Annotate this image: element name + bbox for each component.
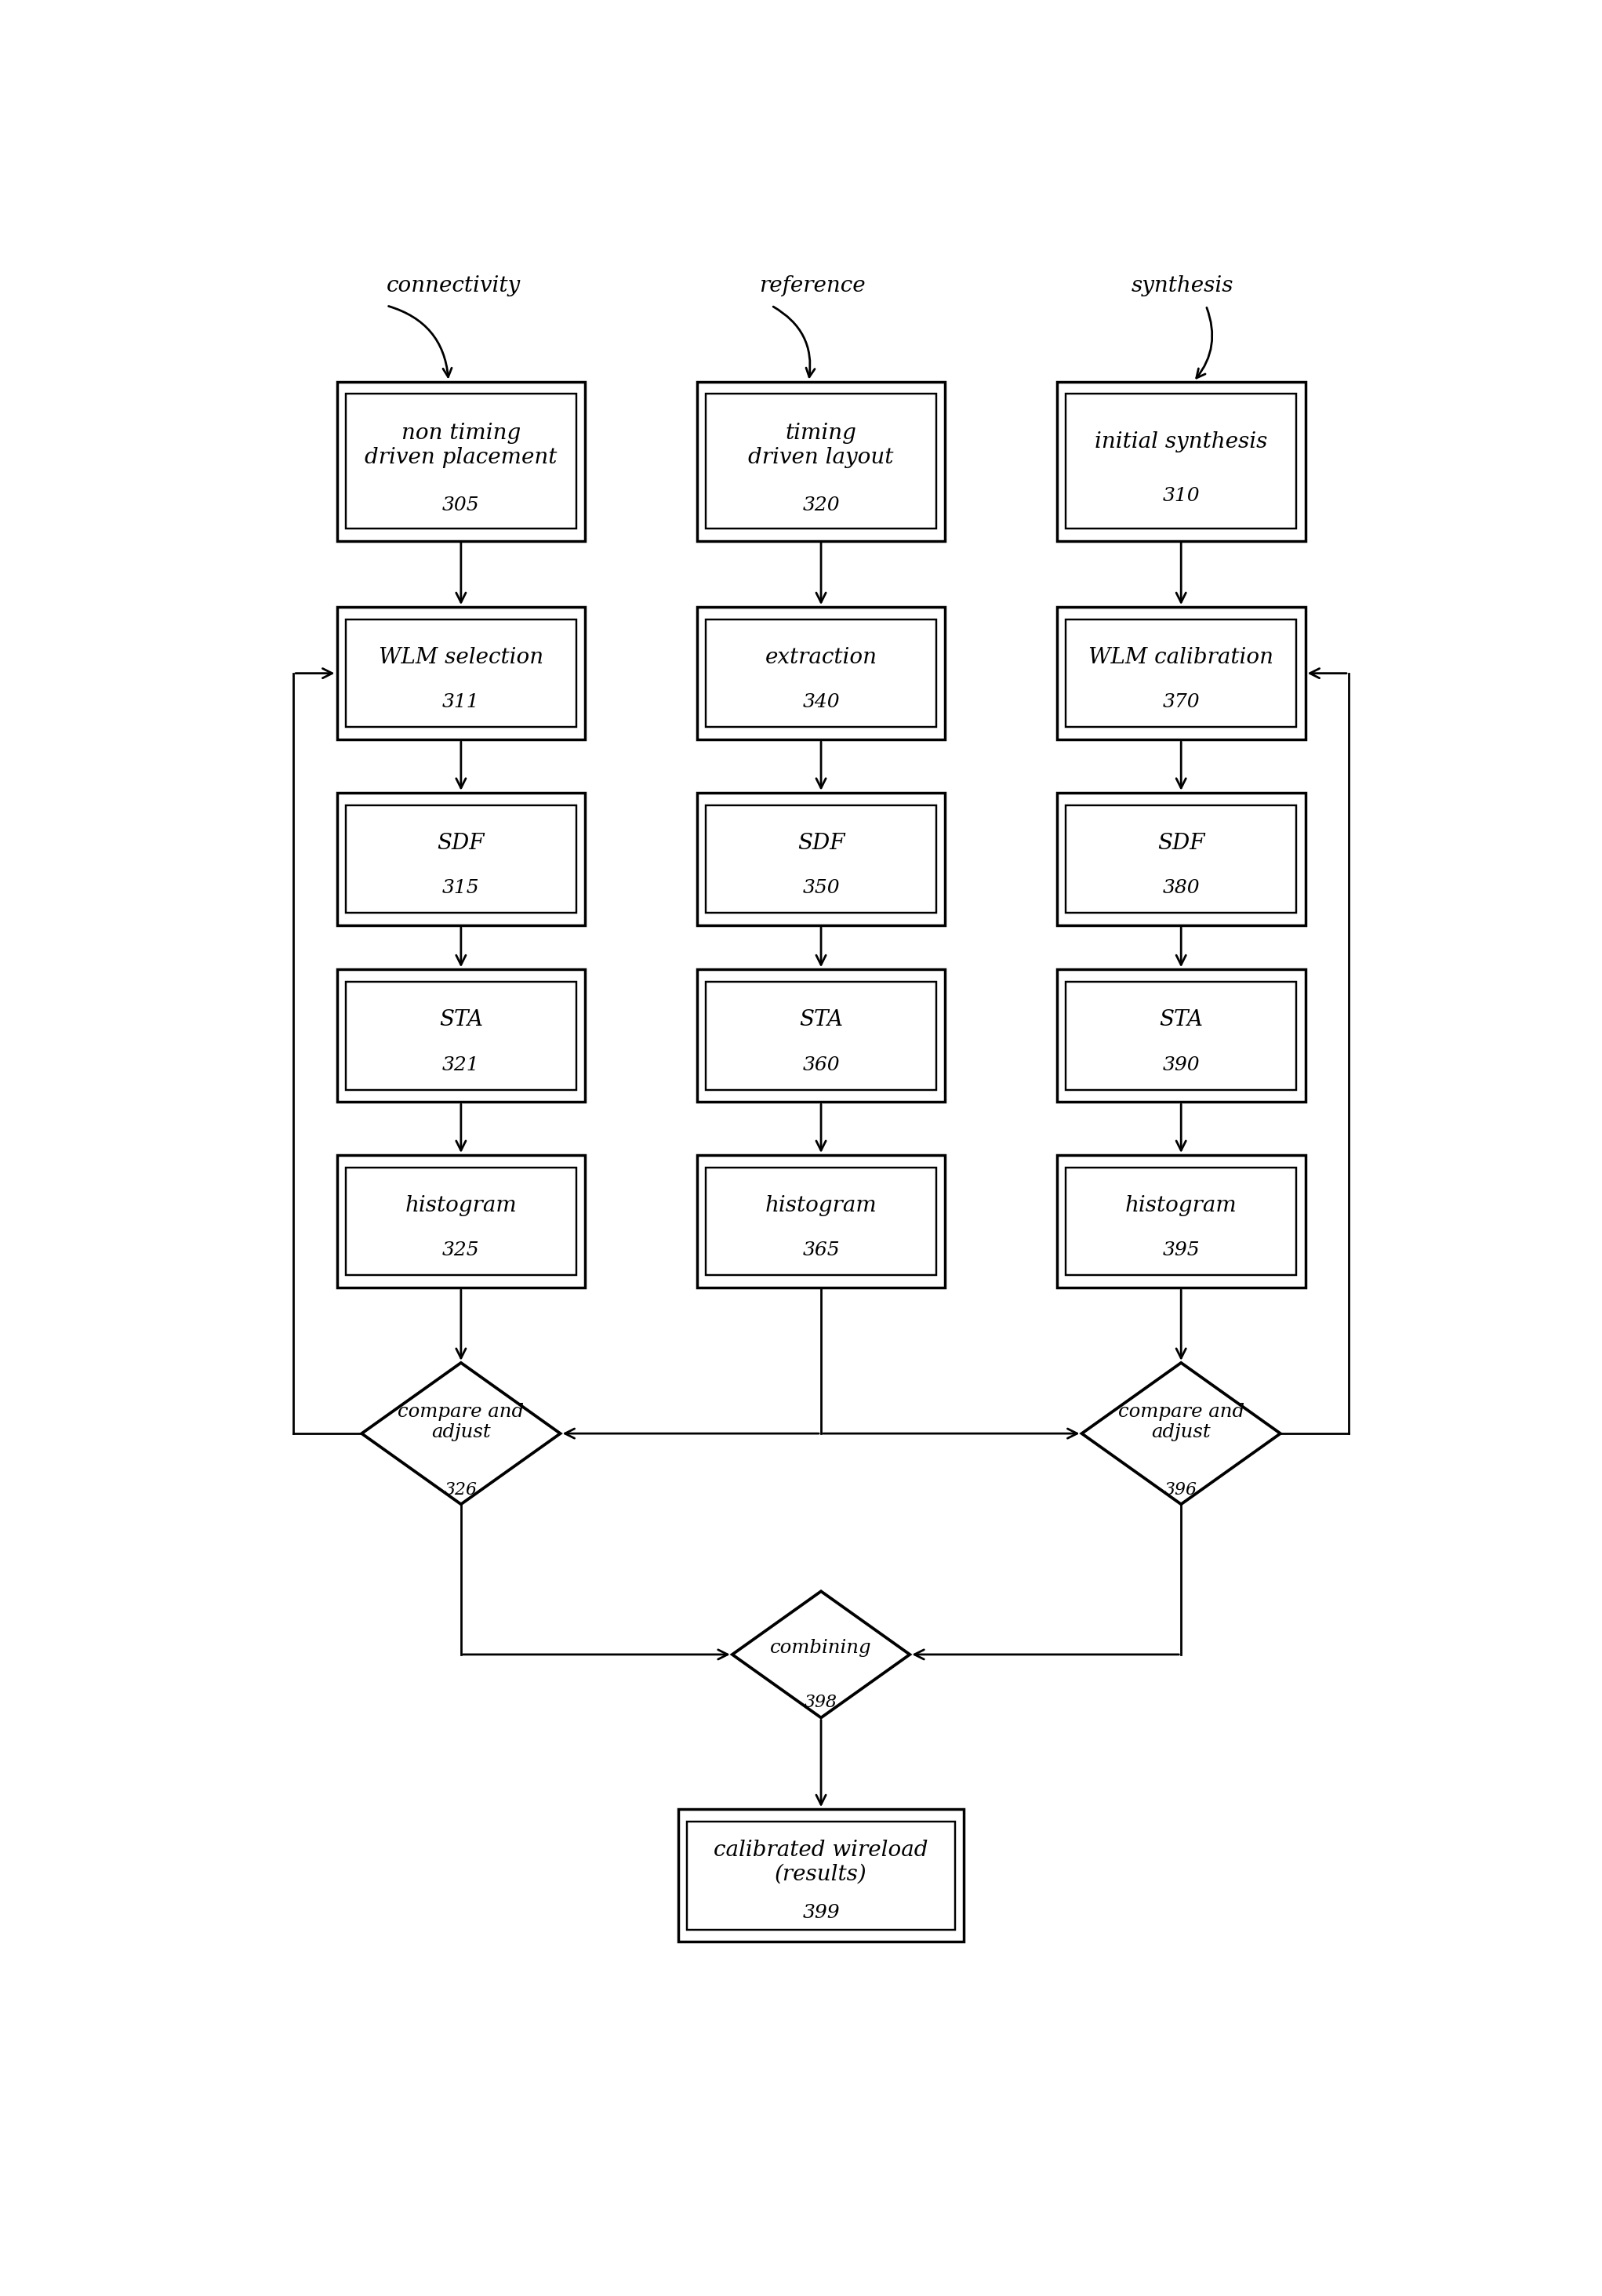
Polygon shape [1081,1364,1280,1504]
Text: compare and
adjust: compare and adjust [1118,1403,1245,1442]
Bar [1057,792,1306,925]
Text: 325: 325 [442,1242,479,1261]
Bar [336,381,585,540]
Text: 321: 321 [442,1056,479,1075]
Bar [336,1155,585,1288]
Text: calibrated wireload
(results): calibrated wireload (results) [714,1839,928,1885]
Text: compare and
adjust: compare and adjust [397,1403,524,1442]
Bar [346,395,577,528]
Bar [1065,395,1296,528]
Text: STA: STA [439,1010,482,1031]
Text: 370: 370 [1163,693,1200,712]
Text: 311: 311 [442,693,479,712]
Bar [346,806,577,914]
Bar [705,983,937,1091]
Text: SDF: SDF [798,833,844,854]
Bar [697,969,945,1102]
Text: WLM calibration: WLM calibration [1088,647,1274,668]
Text: histogram: histogram [1125,1194,1237,1217]
Bar [697,792,945,925]
Text: synthesis: synthesis [1131,276,1234,296]
Text: 326: 326 [444,1481,477,1499]
Text: 399: 399 [803,1903,839,1922]
Text: 315: 315 [442,879,479,898]
Bar [336,606,585,739]
Text: WLM selection: WLM selection [378,647,543,668]
Bar [1057,606,1306,739]
Text: 340: 340 [803,693,839,712]
Bar [1065,1166,1296,1274]
Text: 310: 310 [1163,487,1200,505]
Bar [336,792,585,925]
Text: STA: STA [799,1010,843,1031]
Bar [1057,969,1306,1102]
Bar [1065,620,1296,728]
Bar [1065,806,1296,914]
Bar [697,1155,945,1288]
Text: histogram: histogram [405,1194,517,1217]
Text: non timing
driven placement: non timing driven placement [365,422,557,468]
Bar [705,395,937,528]
Text: 305: 305 [442,496,479,514]
Bar [1057,1155,1306,1288]
Bar [705,806,937,914]
Text: histogram: histogram [766,1194,876,1217]
Bar [687,1821,955,1929]
Polygon shape [732,1591,910,1717]
Text: 320: 320 [803,496,839,514]
Bar [705,620,937,728]
Text: STA: STA [1160,1010,1203,1031]
Polygon shape [362,1364,561,1504]
Text: reference: reference [759,276,865,296]
Bar [1065,983,1296,1091]
Text: SDF: SDF [437,833,485,854]
Bar [346,620,577,728]
Text: combining: combining [771,1639,871,1658]
Bar [678,1809,964,1942]
Bar [1057,381,1306,540]
Text: initial synthesis: initial synthesis [1094,432,1267,452]
Text: SDF: SDF [1157,833,1205,854]
Text: 365: 365 [803,1242,839,1261]
Text: 380: 380 [1163,879,1200,898]
Text: connectivity: connectivity [386,276,521,296]
Text: 398: 398 [804,1694,838,1711]
Bar [346,983,577,1091]
Bar [697,606,945,739]
Text: 390: 390 [1163,1056,1200,1075]
Text: 395: 395 [1163,1242,1200,1261]
Text: 350: 350 [803,879,839,898]
Text: 360: 360 [803,1056,839,1075]
Bar [705,1166,937,1274]
Bar [346,1166,577,1274]
Text: timing
driven layout: timing driven layout [748,422,894,468]
Bar [336,969,585,1102]
Bar [697,381,945,540]
Text: extraction: extraction [766,647,876,668]
Text: 396: 396 [1165,1481,1198,1499]
